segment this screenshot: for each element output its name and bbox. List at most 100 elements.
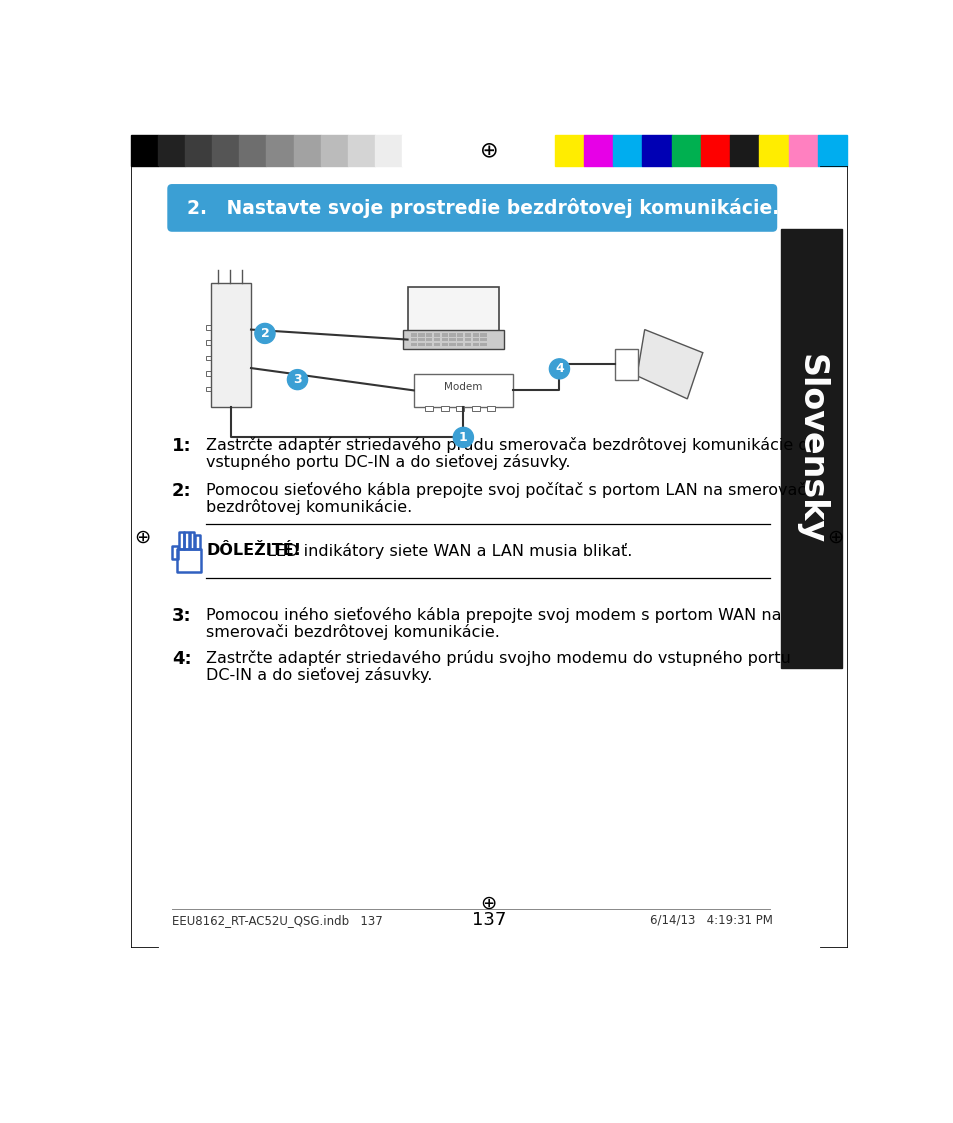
Bar: [480, 334, 486, 337]
Text: 1: 1: [458, 431, 467, 444]
Text: 3:: 3:: [172, 606, 192, 624]
Bar: [212, 135, 239, 165]
Text: ⊕: ⊕: [826, 528, 842, 547]
Bar: [294, 135, 320, 165]
Bar: [456, 343, 463, 346]
Bar: [480, 338, 486, 341]
Bar: [583, 135, 613, 165]
Bar: [615, 349, 638, 380]
Text: Slovensky: Slovensky: [794, 354, 827, 544]
Bar: [440, 405, 448, 411]
Bar: [206, 371, 211, 376]
Bar: [239, 135, 266, 165]
Bar: [641, 135, 671, 165]
Bar: [613, 135, 641, 165]
Bar: [410, 343, 416, 346]
Bar: [729, 135, 759, 165]
Text: Zastrčte adaptér striedavého prúdu smerovača bezdrôtovej komunikácie do: Zastrčte adaptér striedavého prúdu smero…: [206, 437, 818, 454]
Bar: [184, 531, 189, 549]
Bar: [700, 135, 729, 165]
Text: Modem: Modem: [444, 382, 482, 392]
Text: 4: 4: [555, 363, 563, 375]
Bar: [817, 135, 846, 165]
Text: EEU8162_RT-AC52U_QSG.indb   137: EEU8162_RT-AC52U_QSG.indb 137: [172, 914, 382, 926]
Bar: [410, 334, 416, 337]
Bar: [456, 405, 464, 411]
Circle shape: [549, 359, 569, 378]
Bar: [480, 343, 486, 346]
Bar: [185, 135, 212, 165]
Bar: [449, 343, 456, 346]
Bar: [206, 325, 211, 329]
Bar: [472, 343, 478, 346]
Bar: [449, 338, 456, 341]
Bar: [206, 386, 211, 391]
Bar: [320, 135, 348, 165]
Text: 2.   Nastavte svoje prostredie bezdrôtovej komunikácie.: 2. Nastavte svoje prostredie bezdrôtovej…: [187, 198, 779, 218]
Bar: [402, 135, 429, 165]
Text: smerovači bezdrôtovej komunikácie.: smerovači bezdrôtovej komunikácie.: [206, 623, 499, 640]
Bar: [176, 549, 201, 572]
Text: vstupného portu DC-IN a do sieťovej zásuvky.: vstupného portu DC-IN a do sieťovej zásu…: [206, 455, 570, 471]
Text: DC-IN a do sieťovej zásuvky.: DC-IN a do sieťovej zásuvky.: [206, 667, 432, 683]
Bar: [418, 338, 424, 341]
Bar: [418, 343, 424, 346]
Bar: [449, 334, 456, 337]
Text: Pomocou sieťového kábla prepojte svoj počítač s portom LAN na smerovači: Pomocou sieťového kábla prepojte svoj po…: [206, 482, 810, 497]
Bar: [464, 338, 471, 341]
Text: 3: 3: [293, 373, 301, 386]
Bar: [441, 338, 447, 341]
Bar: [759, 135, 788, 165]
Bar: [190, 531, 194, 549]
Bar: [781, 229, 841, 668]
Text: DÔLEŽITÉ!: DÔLEŽITÉ!: [206, 544, 301, 558]
Bar: [472, 405, 479, 411]
Bar: [211, 283, 251, 407]
Text: 137: 137: [471, 911, 506, 929]
Text: 2: 2: [260, 327, 269, 340]
Text: Pomocou iného sieťového kábla prepojte svoj modem s portom WAN na: Pomocou iného sieťového kábla prepojte s…: [206, 606, 781, 623]
Bar: [266, 135, 294, 165]
Bar: [555, 135, 583, 165]
Bar: [410, 338, 416, 341]
Bar: [426, 338, 432, 341]
Bar: [472, 338, 478, 341]
Text: 1:: 1:: [172, 437, 192, 455]
Text: 4:: 4:: [172, 650, 192, 668]
Circle shape: [254, 323, 274, 344]
Bar: [487, 405, 495, 411]
Bar: [195, 535, 199, 549]
Bar: [434, 338, 439, 341]
FancyBboxPatch shape: [167, 184, 777, 231]
Bar: [131, 135, 158, 165]
Bar: [788, 135, 817, 165]
Bar: [206, 356, 211, 360]
Text: ⊕: ⊕: [134, 528, 151, 547]
Bar: [172, 546, 178, 558]
Polygon shape: [637, 329, 702, 399]
Text: bezdrôtovej komunikácie.: bezdrôtovej komunikácie.: [206, 499, 412, 515]
Bar: [375, 135, 402, 165]
Bar: [402, 330, 503, 349]
Circle shape: [287, 369, 307, 390]
Bar: [206, 340, 211, 345]
Bar: [472, 334, 478, 337]
Bar: [434, 334, 439, 337]
Bar: [425, 405, 433, 411]
Bar: [464, 343, 471, 346]
Bar: [414, 374, 513, 407]
Bar: [426, 334, 432, 337]
Bar: [464, 334, 471, 337]
Text: 2:: 2:: [172, 482, 192, 500]
Text: Zastrčte adaptér striedavého prúdu svojho modemu do vstupného portu: Zastrčte adaptér striedavého prúdu svojh…: [206, 650, 790, 666]
Text: ⊕: ⊕: [480, 894, 497, 913]
Bar: [348, 135, 375, 165]
Bar: [426, 343, 432, 346]
Text: 6/14/13   4:19:31 PM: 6/14/13 4:19:31 PM: [650, 914, 773, 926]
Bar: [441, 334, 447, 337]
Bar: [158, 135, 185, 165]
Bar: [456, 338, 463, 341]
Bar: [179, 531, 183, 549]
Circle shape: [453, 428, 473, 447]
Bar: [671, 135, 700, 165]
